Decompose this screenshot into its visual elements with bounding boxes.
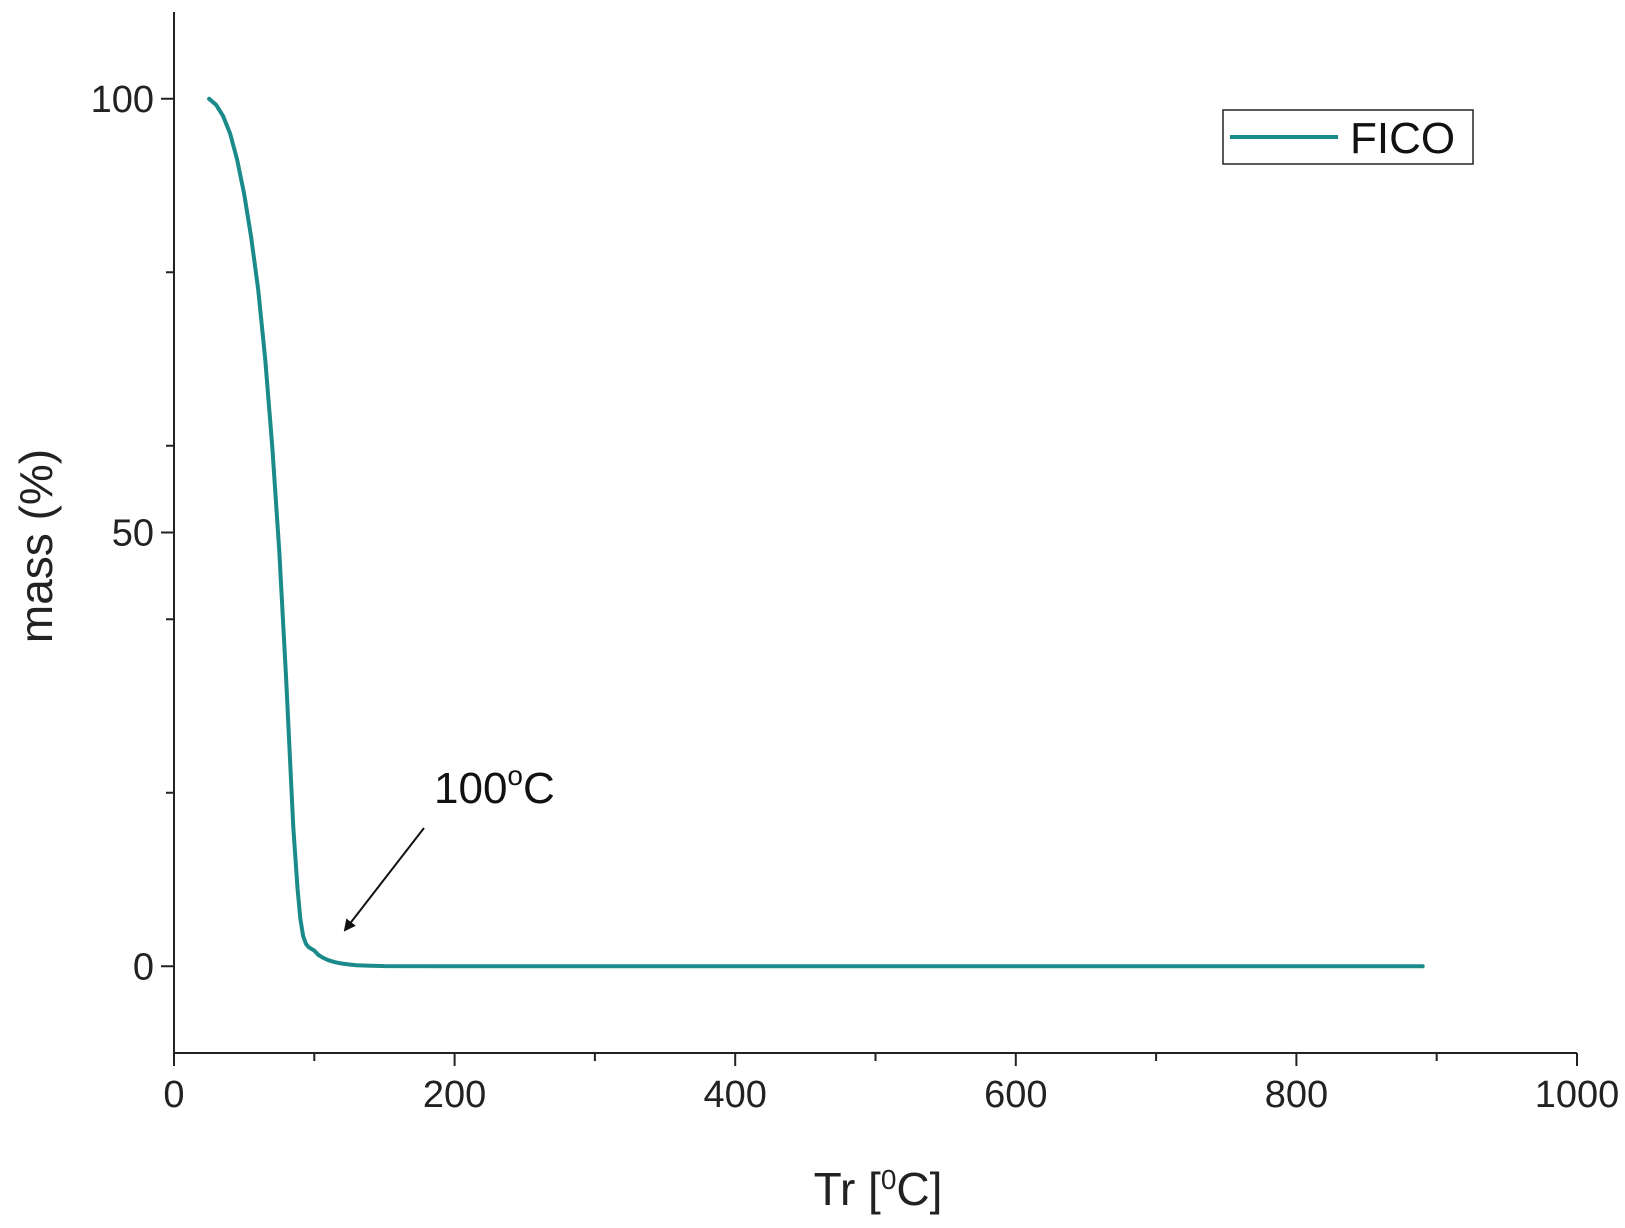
annotation-100c: 100oC: [343, 760, 555, 932]
y-tick-label: 100: [91, 79, 154, 121]
legend-label: FICO: [1350, 114, 1455, 163]
x-tick-label: 400: [703, 1074, 766, 1116]
x-tick-label: 200: [423, 1074, 486, 1116]
x-tick-label: 0: [163, 1074, 184, 1116]
x-tick-label: 800: [1265, 1074, 1328, 1116]
y-tick-label: 0: [133, 946, 154, 988]
annotation-label: 100oC: [434, 760, 555, 813]
x-tick-label: 600: [984, 1074, 1047, 1116]
x-tick-label: 1000: [1535, 1074, 1620, 1116]
legend: FICO: [1222, 109, 1474, 165]
ticks: 0 200 400 600 800 1000 0 50 100: [91, 79, 1620, 1116]
y-tick-label: 50: [112, 513, 154, 555]
y-axis-title: mass (%): [10, 449, 62, 643]
x-axis-title: Tr [0C]: [814, 1163, 943, 1215]
series-layer: [207, 96, 1425, 969]
annotation-arrow: [343, 827, 425, 932]
series-line-fico: [207, 96, 1425, 969]
axes: [173, 12, 1577, 1054]
